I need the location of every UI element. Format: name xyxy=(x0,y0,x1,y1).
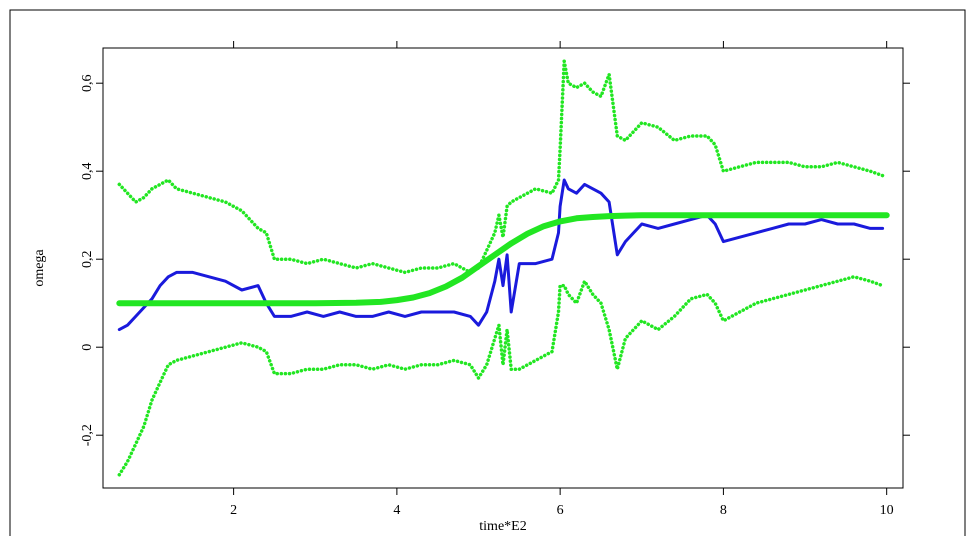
y-tick-label: 0,6 xyxy=(80,74,95,92)
series-line-1 xyxy=(117,59,885,275)
y-tick-label: 0,4 xyxy=(80,162,95,180)
x-tick-label: 6 xyxy=(557,503,564,518)
y-tick-label: -0,2 xyxy=(80,424,95,446)
plot-frame xyxy=(102,47,904,489)
y-tick-label: 0 xyxy=(80,344,95,351)
x-tick-label: 10 xyxy=(880,503,894,518)
x-tick-label: 4 xyxy=(393,503,400,518)
series-layer xyxy=(116,59,890,477)
x-tick-label: 8 xyxy=(720,503,727,518)
series-line-3 xyxy=(117,275,885,477)
series-line-2 xyxy=(117,178,885,332)
y-axis: -0,2 0 0,2 0,4 0,6 xyxy=(80,74,910,446)
y-tick-label: 0,2 xyxy=(80,250,95,268)
x-tick-label: 2 xyxy=(230,503,237,518)
y-axis-label: omega xyxy=(32,249,47,287)
x-axis: 2 4 6 8 10 xyxy=(230,41,894,518)
outer-frame xyxy=(9,9,966,541)
series-line-4 xyxy=(116,212,890,307)
x-axis-label: time*E2 xyxy=(479,519,526,534)
